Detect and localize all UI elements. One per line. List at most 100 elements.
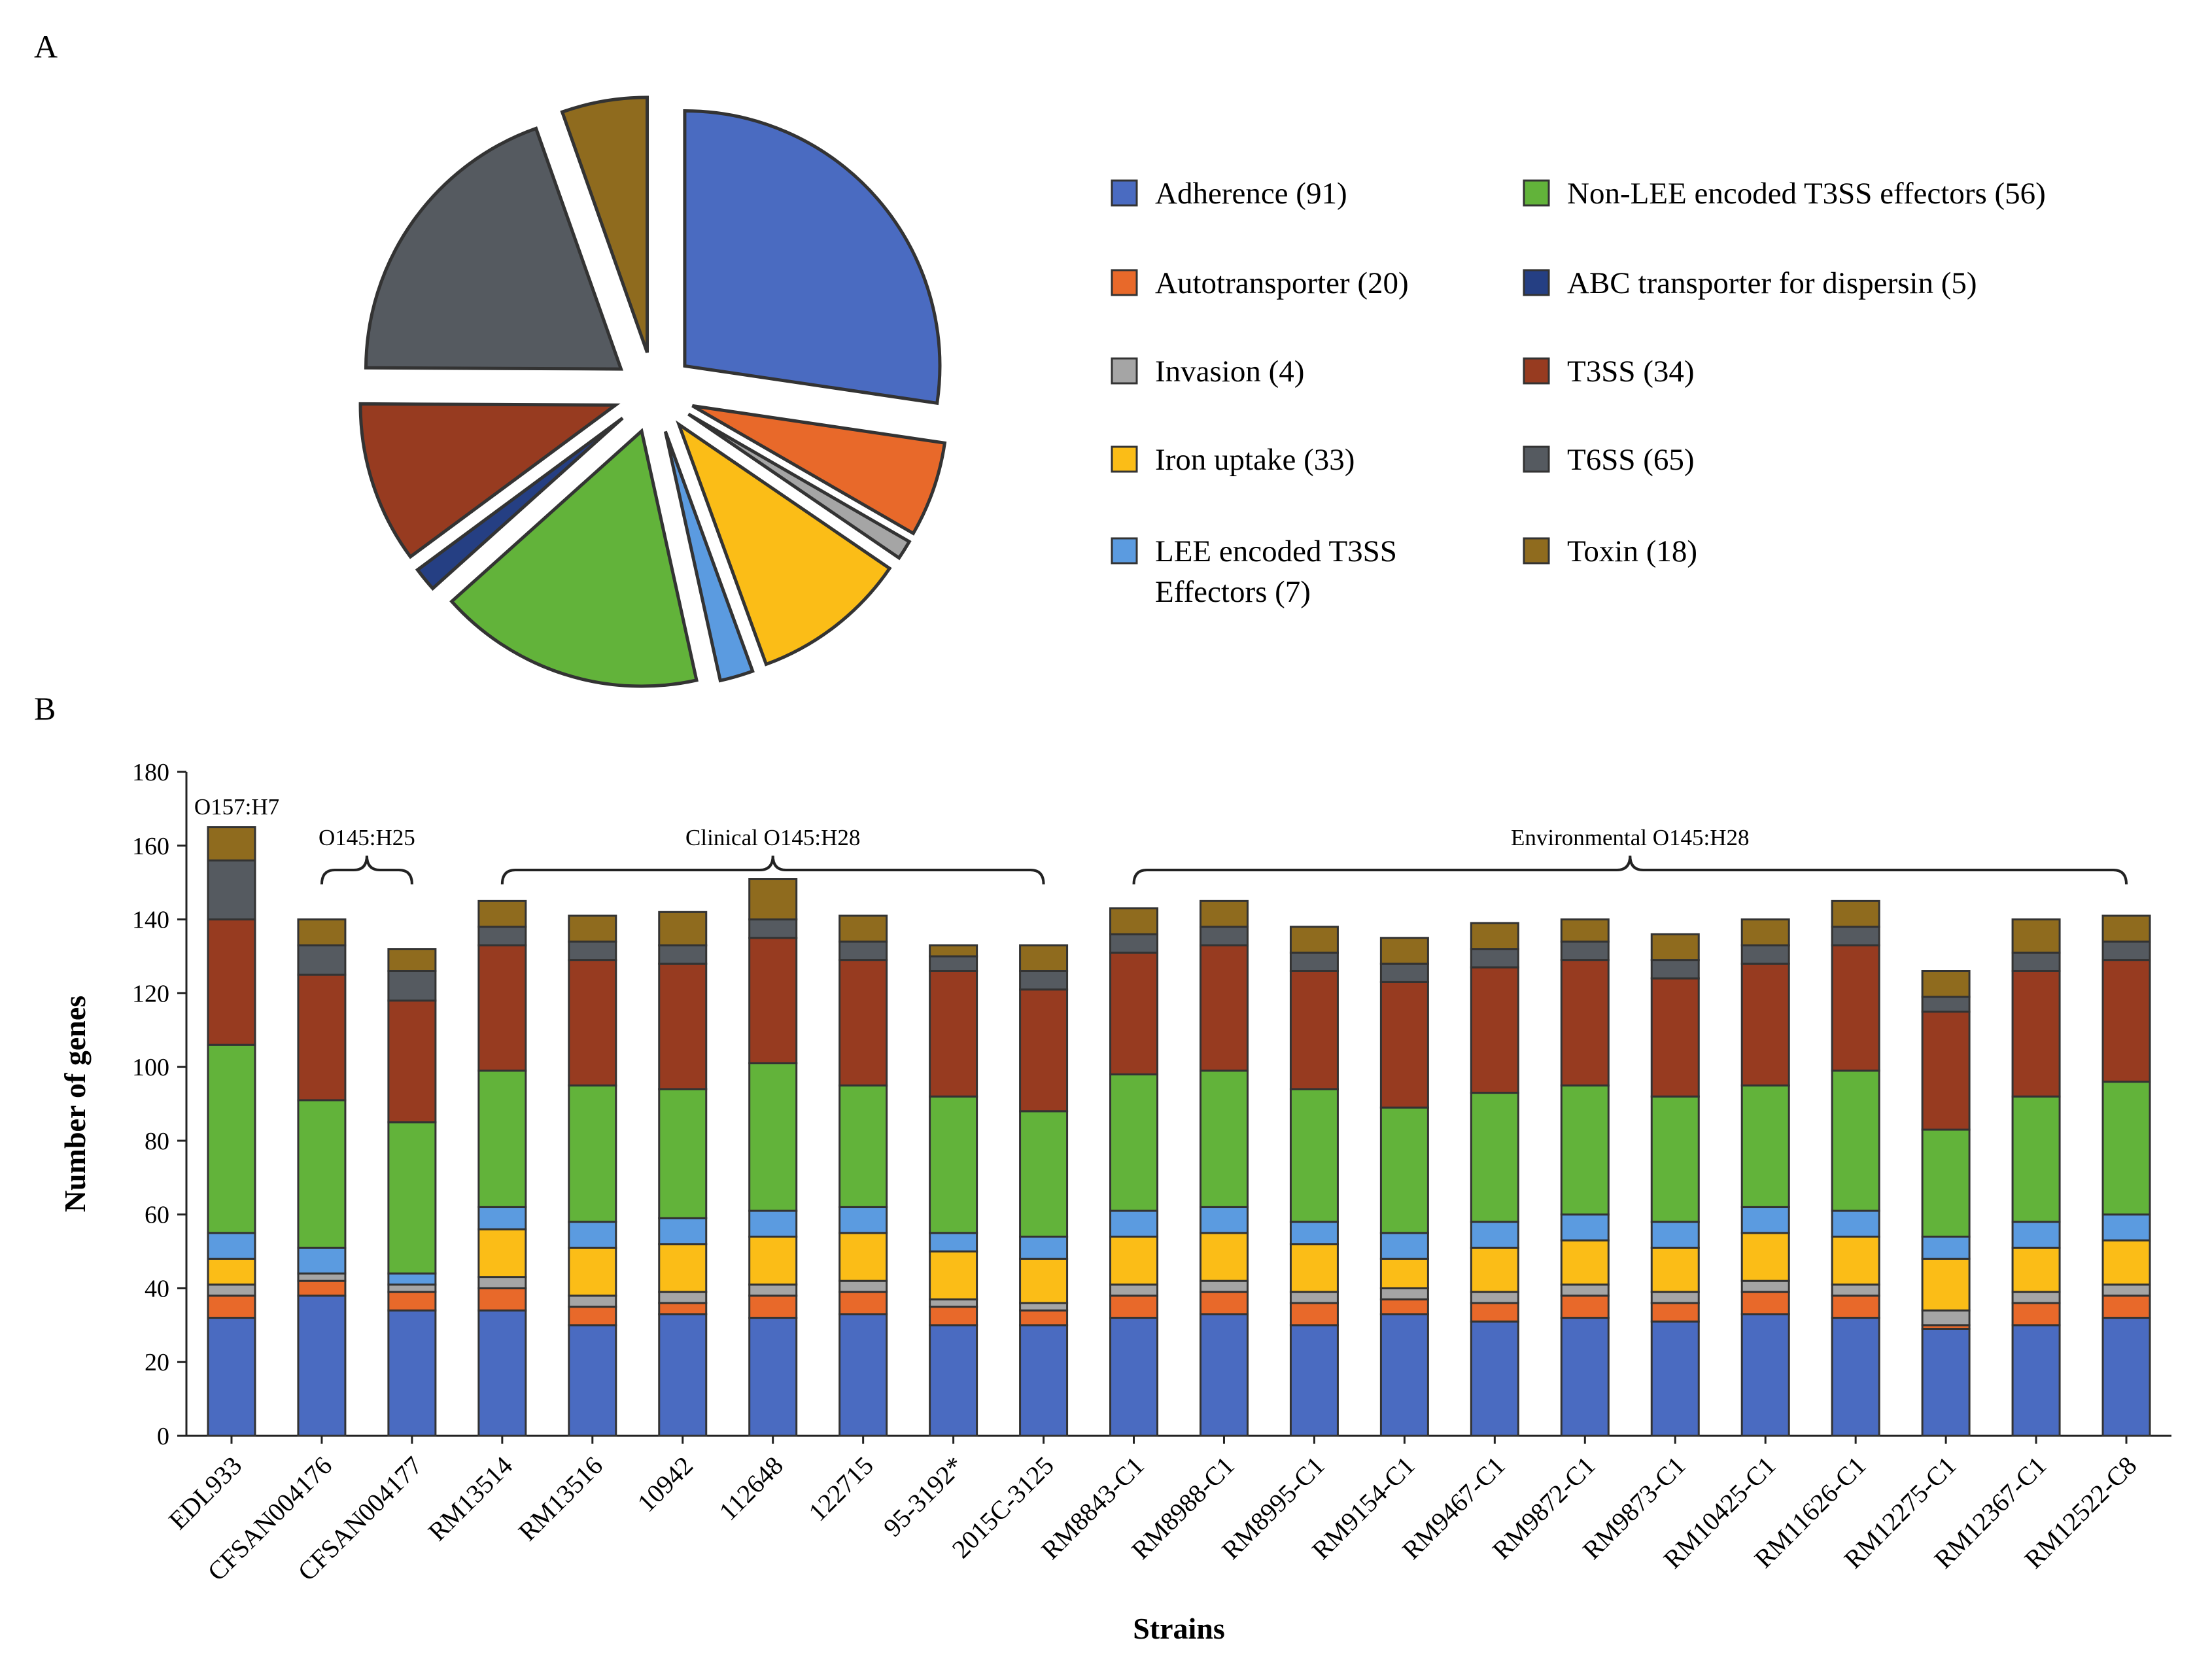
bar-segment-t6ss xyxy=(1650,959,1700,980)
bar-segment-t6ss xyxy=(2011,951,2061,972)
group-bracket xyxy=(500,855,1045,885)
bar-segment-lee-encoded-t3ss-effectors xyxy=(1289,1221,1339,1245)
legend-label-iron-uptake: Iron uptake (33) xyxy=(1155,443,1355,477)
bar-segment-lee-encoded-t3ss-effectors xyxy=(1379,1232,1429,1260)
bar-segment-lee-encoded-t3ss-effectors xyxy=(207,1232,256,1260)
legend-label-toxin: Toxin (18) xyxy=(1567,534,1697,568)
bar-segment-t3ss xyxy=(1470,966,1519,1094)
bar-segment-non-lee-encoded-t3ss-effectors xyxy=(1199,1070,1249,1208)
bar-segment-lee-encoded-t3ss-effectors xyxy=(297,1246,347,1275)
bar-segment-iron-uptake xyxy=(568,1246,617,1297)
bar-segment-non-lee-encoded-t3ss-effectors xyxy=(2011,1095,2061,1223)
bar-segment-non-lee-encoded-t3ss-effectors xyxy=(568,1084,617,1223)
bar-segment-autotransporter xyxy=(297,1279,347,1297)
bar-segment-autotransporter xyxy=(568,1306,617,1327)
bar-segment-t3ss xyxy=(929,970,978,1098)
bar-segment-t6ss xyxy=(1379,962,1429,983)
bar-segment-non-lee-encoded-t3ss-effectors xyxy=(2101,1081,2151,1216)
bar-segment-t6ss xyxy=(1831,926,1880,947)
bar-segment-non-lee-encoded-t3ss-effectors xyxy=(387,1121,437,1275)
bar-segment-t6ss xyxy=(1109,933,1159,954)
bar-segment-t3ss xyxy=(207,918,256,1046)
bar-segment-invasion xyxy=(1289,1291,1339,1304)
bar-segment-toxin xyxy=(1921,970,1971,998)
bar-segment-toxin xyxy=(1199,899,1249,928)
bar-segment-lee-encoded-t3ss-effectors xyxy=(1019,1236,1069,1260)
bar-segment-t3ss xyxy=(748,937,798,1064)
legend-label-adherence: Adherence (91) xyxy=(1155,177,1347,211)
bar-segment-lee-encoded-t3ss-effectors xyxy=(1740,1206,1790,1234)
x-tick-label: 10942 xyxy=(632,1451,699,1518)
bar-segment-non-lee-encoded-t3ss-effectors xyxy=(207,1043,256,1234)
pie-slice-non-lee-encoded-t3ss-effectors xyxy=(449,428,699,688)
bar-segment-autotransporter xyxy=(1199,1291,1249,1315)
x-axis-title: Strains xyxy=(1133,1612,1225,1645)
bar-segment-t3ss xyxy=(477,944,527,1072)
y-tick-label: 40 xyxy=(145,1275,169,1302)
bar-segment-invasion xyxy=(1109,1283,1159,1297)
bar-segment-lee-encoded-t3ss-effectors xyxy=(1109,1209,1159,1238)
bar-segment-t3ss xyxy=(1379,981,1429,1109)
bar-segment-lee-encoded-t3ss-effectors xyxy=(477,1206,527,1230)
bar-segment-invasion xyxy=(929,1298,978,1308)
bar-segment-non-lee-encoded-t3ss-effectors xyxy=(1650,1095,1700,1223)
bar-segment-t6ss xyxy=(387,970,437,1002)
bar-segment-t6ss xyxy=(748,918,798,939)
group-label: O157:H7 xyxy=(194,794,279,820)
bar-segment-t3ss xyxy=(1650,977,1700,1098)
bar-segment-invasion xyxy=(1831,1283,1880,1297)
bar-segment-invasion xyxy=(1019,1302,1069,1312)
bar-segment-invasion xyxy=(477,1276,527,1289)
bar-segment-toxin xyxy=(929,944,978,958)
bar-segment-iron-uptake xyxy=(838,1232,888,1282)
bar-segment-adherence xyxy=(2101,1317,2151,1437)
bar-segment-autotransporter xyxy=(477,1287,527,1312)
bar-segment-t6ss xyxy=(658,944,708,965)
bar-segment-t3ss xyxy=(2011,970,2061,1098)
bar-segment-adherence xyxy=(838,1313,888,1437)
bar-segment-t3ss xyxy=(1019,988,1069,1113)
bar-segment-t6ss xyxy=(297,944,347,976)
bar-segment-t6ss xyxy=(568,940,617,962)
bar-segment-autotransporter xyxy=(1560,1295,1610,1319)
y-axis-title: Number of genes xyxy=(58,996,92,1212)
bar-segment-t3ss xyxy=(568,959,617,1087)
bar-segment-toxin xyxy=(1289,926,1339,954)
group-label: Clinical O145:H28 xyxy=(685,825,860,850)
bar-segment-iron-uptake xyxy=(1831,1236,1880,1286)
legend-label-abc-transporter-for-dispersin: ABC transporter for dispersin (5) xyxy=(1567,266,1977,300)
bar-segment-toxin xyxy=(2011,918,2061,954)
bar-segment-non-lee-encoded-t3ss-effectors xyxy=(1470,1092,1519,1223)
bar-segment-lee-encoded-t3ss-effectors xyxy=(2101,1213,2151,1242)
pie-slice-lee-encoded-t3ss-effectors xyxy=(663,430,755,683)
bar-segment-autotransporter xyxy=(1289,1302,1339,1327)
bar-segment-iron-uptake xyxy=(658,1243,708,1293)
bar-segment-toxin xyxy=(568,914,617,943)
bar-segment-t3ss xyxy=(387,1000,437,1124)
bar-segment-autotransporter xyxy=(1740,1291,1790,1315)
bar-segment-invasion xyxy=(1740,1279,1790,1293)
bar-segment-toxin xyxy=(1650,933,1700,962)
bar-segment-t3ss xyxy=(2101,959,2151,1083)
bar-segment-toxin xyxy=(838,914,888,943)
legend-swatch-abc-transporter-for-dispersin xyxy=(1523,269,1550,296)
bar-segment-iron-uptake xyxy=(2101,1239,2151,1286)
bar-segment-autotransporter xyxy=(1470,1302,1519,1323)
pie-slice-iron-uptake xyxy=(676,420,892,667)
bar-segment-non-lee-encoded-t3ss-effectors xyxy=(748,1062,798,1212)
panel-label-a: A xyxy=(34,28,58,65)
bar-segment-non-lee-encoded-t3ss-effectors xyxy=(1289,1088,1339,1223)
legend-label-t6ss: T6SS (65) xyxy=(1567,443,1695,477)
bar-segment-lee-encoded-t3ss-effectors xyxy=(838,1206,888,1234)
bar-segment-t3ss xyxy=(1560,959,1610,1087)
bar-segment-toxin xyxy=(1560,918,1610,943)
bar-segment-non-lee-encoded-t3ss-effectors xyxy=(1831,1070,1880,1212)
bar-segment-non-lee-encoded-t3ss-effectors xyxy=(477,1070,527,1208)
bar-segment-t3ss xyxy=(1831,944,1880,1072)
legend-label-non-lee-encoded-t3ss-effectors: Non-LEE encoded T3SS effectors (56) xyxy=(1567,177,2046,211)
bar-segment-toxin xyxy=(1831,899,1880,928)
legend-label-lee-encoded-t3ss-effectors: Effectors (7) xyxy=(1155,575,1311,609)
bar-segment-t6ss xyxy=(1921,996,1971,1013)
x-tick-label: 95-3192* xyxy=(878,1451,969,1542)
y-tick-label: 0 xyxy=(157,1423,169,1450)
